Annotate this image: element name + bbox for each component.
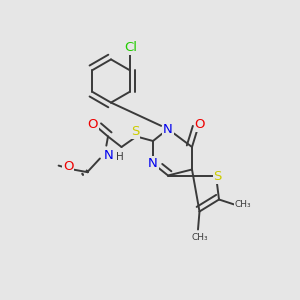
Text: CH₃: CH₃ [191, 233, 208, 242]
Text: O: O [88, 118, 98, 131]
Text: H: H [116, 152, 124, 162]
Text: CH₃: CH₃ [235, 200, 251, 209]
Text: N: N [104, 149, 113, 162]
Text: Cl: Cl [124, 41, 137, 54]
Text: N: N [148, 157, 158, 170]
Text: S: S [213, 170, 222, 184]
Text: N: N [163, 122, 173, 136]
Text: O: O [63, 160, 74, 173]
Text: S: S [131, 125, 139, 139]
Text: O: O [194, 118, 205, 131]
